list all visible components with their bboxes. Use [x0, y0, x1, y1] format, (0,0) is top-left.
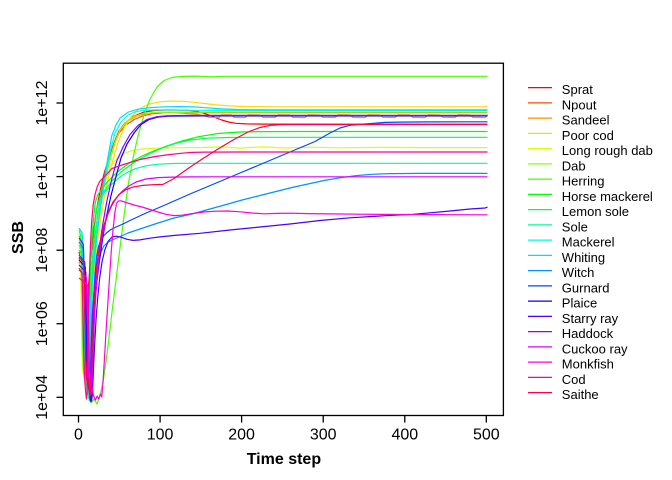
svg-text:1e+08: 1e+08	[34, 228, 51, 273]
svg-text:Haddock: Haddock	[562, 326, 614, 341]
svg-text:400: 400	[391, 427, 418, 444]
svg-text:Starry ray: Starry ray	[562, 311, 619, 326]
svg-text:Sprat: Sprat	[562, 82, 593, 97]
svg-text:0: 0	[74, 427, 83, 444]
svg-text:Long rough dab: Long rough dab	[562, 143, 653, 158]
svg-text:Monkfish: Monkfish	[562, 357, 614, 372]
svg-text:Cuckoo ray: Cuckoo ray	[562, 341, 628, 356]
svg-text:Herring: Herring	[562, 174, 605, 189]
svg-text:Saithe: Saithe	[562, 387, 599, 402]
svg-text:Mackerel: Mackerel	[562, 235, 615, 250]
svg-text:1e+04: 1e+04	[34, 375, 51, 420]
svg-text:Sandeel: Sandeel	[562, 113, 610, 128]
svg-text:Time step: Time step	[247, 451, 322, 468]
svg-text:500: 500	[473, 427, 500, 444]
svg-text:300: 300	[310, 427, 337, 444]
svg-text:1e+10: 1e+10	[34, 154, 51, 199]
svg-text:Plaice: Plaice	[562, 296, 597, 311]
svg-text:Witch: Witch	[562, 265, 595, 280]
svg-text:Dab: Dab	[562, 158, 586, 173]
svg-text:Sole: Sole	[562, 219, 588, 234]
svg-text:200: 200	[228, 427, 255, 444]
svg-text:Poor cod: Poor cod	[562, 128, 614, 143]
svg-text:Whiting: Whiting	[562, 250, 605, 265]
svg-text:SSB: SSB	[10, 221, 27, 254]
svg-text:Gurnard: Gurnard	[562, 280, 610, 295]
svg-text:1e+12: 1e+12	[34, 80, 51, 125]
svg-text:Cod: Cod	[562, 372, 586, 387]
svg-text:Npout: Npout	[562, 97, 597, 112]
svg-text:100: 100	[147, 427, 174, 444]
svg-text:Horse mackerel: Horse mackerel	[562, 189, 653, 204]
svg-text:Lemon sole: Lemon sole	[562, 204, 629, 219]
svg-text:1e+06: 1e+06	[34, 301, 51, 346]
